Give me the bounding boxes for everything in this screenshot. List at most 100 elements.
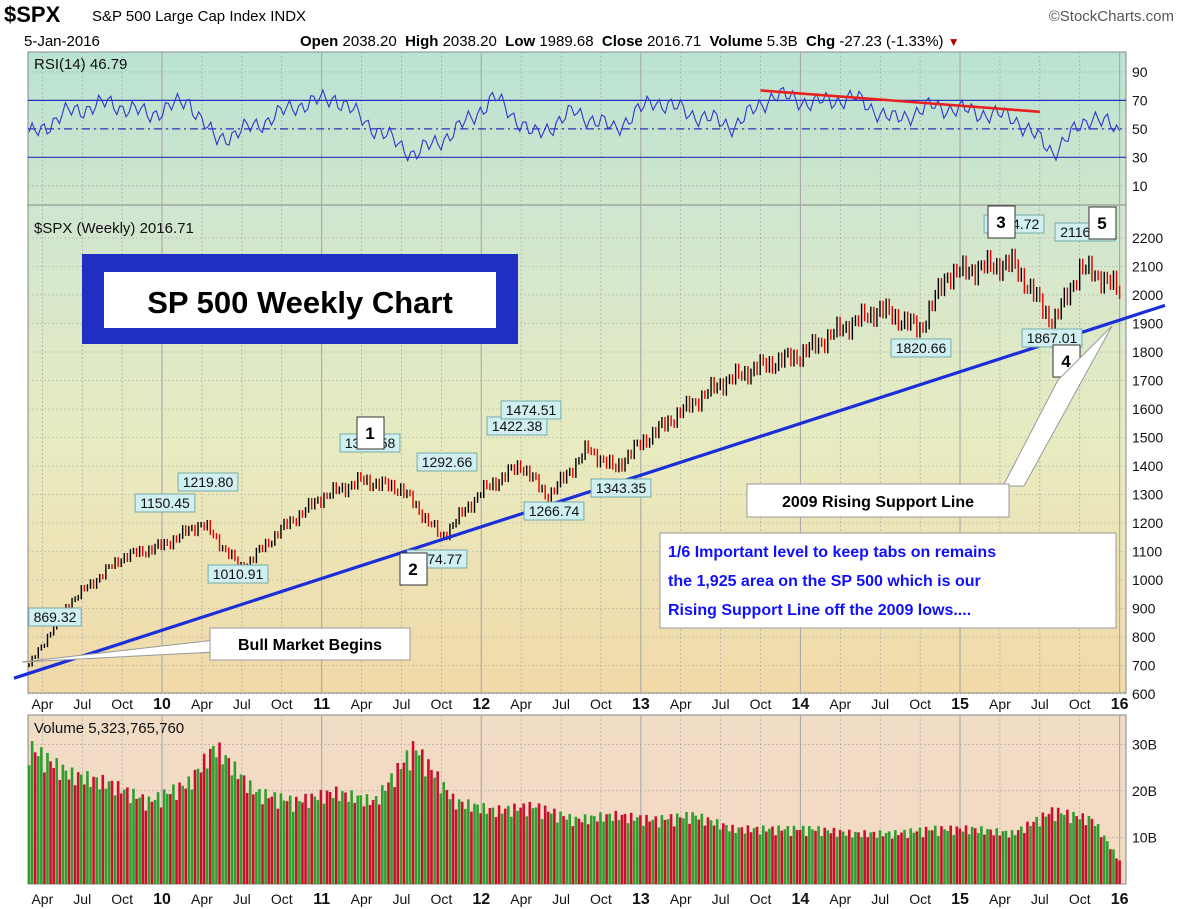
volume-bar <box>777 825 780 884</box>
note-line: Rising Support Line off the 2009 lows...… <box>668 602 971 619</box>
value-callout: 1422.38 <box>492 418 543 434</box>
volume-bar <box>393 787 396 884</box>
volume-bar <box>553 808 556 884</box>
volume-bar <box>768 828 771 884</box>
volume-bar <box>792 825 796 884</box>
volume-x-tick-label: Apr <box>191 891 213 907</box>
volume-bar <box>921 837 925 884</box>
x-tick-label: 11 <box>313 696 330 713</box>
volume-bar <box>101 774 105 884</box>
price-tick-label: 600 <box>1132 686 1156 702</box>
volume-bar <box>479 813 482 884</box>
volume-bar <box>374 796 378 884</box>
volume-bar <box>623 813 627 884</box>
volume-bar <box>706 817 710 884</box>
volume-bar <box>749 832 753 884</box>
volume-bar <box>467 799 470 884</box>
volume-bar <box>169 794 172 884</box>
volume-x-tick-label: 15 <box>951 891 969 908</box>
volume-bar <box>786 826 790 884</box>
volume-bar <box>958 828 962 884</box>
volume-bar <box>442 782 446 884</box>
volume-bar <box>242 775 246 884</box>
index-name: S&P 500 Large Cap Index INDX <box>92 8 306 25</box>
price-panel-label: $SPX (Weekly) 2016.71 <box>34 220 194 237</box>
value-callout: 1820.66 <box>896 340 947 356</box>
volume-bar <box>571 826 575 884</box>
volume-bar <box>817 826 820 884</box>
volume-bar <box>212 745 215 884</box>
value-callout: 1474.51 <box>506 402 557 418</box>
volume-bar <box>202 753 206 884</box>
volume-bar <box>1001 831 1005 884</box>
volume-bar <box>977 832 980 884</box>
volume-bar <box>365 794 369 884</box>
volume-bar <box>857 832 860 884</box>
value-callout: 869.32 <box>34 609 77 625</box>
value-callout-box <box>28 607 82 627</box>
volume-bar <box>725 825 728 884</box>
volume-bar <box>924 826 928 884</box>
bull-label-box <box>209 627 411 661</box>
quote-date: 5-Jan-2016 <box>24 33 100 50</box>
volume-x-tick-label: 12 <box>472 891 490 908</box>
volume-bar <box>166 793 169 884</box>
volume-bar <box>1016 830 1020 884</box>
x-tick-label: 14 <box>792 696 810 713</box>
volume-bar <box>952 835 956 884</box>
close-label: Close <box>601 33 643 50</box>
x-tick-label: Apr <box>510 696 532 712</box>
volume-bar <box>639 815 642 884</box>
volume-x-tick-label: Oct <box>271 891 293 907</box>
volume-bar <box>49 761 52 884</box>
ticker-symbol: $SPX <box>4 2 61 27</box>
x-tick-label: Oct <box>909 696 931 712</box>
volume-bar <box>743 833 747 884</box>
volume-bar <box>282 800 286 884</box>
volume-bar <box>295 796 298 884</box>
volume-x-tick-label: 10 <box>153 891 171 908</box>
volume-bar <box>430 769 433 884</box>
volume-bar <box>405 750 409 884</box>
volume-bar <box>602 821 605 884</box>
value-callout-box <box>416 452 478 472</box>
x-tick-label: Apr <box>829 696 851 712</box>
volume-bar <box>955 826 959 884</box>
volume-bar <box>371 799 375 884</box>
volume-bar <box>798 829 802 884</box>
volume-bar <box>703 825 707 884</box>
volume-x-tick-label: Apr <box>989 891 1011 907</box>
volume-bar <box>1023 833 1026 884</box>
volume-bar <box>1026 821 1029 884</box>
volume-bar <box>424 776 427 884</box>
volume-bar <box>30 741 34 884</box>
volume-bar <box>40 747 43 884</box>
volume-bar <box>116 781 120 884</box>
volume-bar <box>27 765 31 884</box>
volume-bar <box>463 808 467 884</box>
volume-tick-label: 10B <box>1132 829 1157 845</box>
volume-bar <box>562 816 565 884</box>
volume-bar <box>1118 860 1121 884</box>
volume-x-tick-label: Oct <box>750 891 772 907</box>
volume-bar <box>175 799 178 884</box>
rsi-tick-label: 30 <box>1132 149 1148 165</box>
volume-bar <box>758 834 762 884</box>
volume-bar <box>381 785 384 884</box>
value-callout: 1219.80 <box>183 474 234 490</box>
volume-bar <box>252 794 255 884</box>
value-callout-box <box>500 400 562 420</box>
volume-bar <box>513 803 516 884</box>
volume-bar <box>1115 858 1118 884</box>
volume-bar <box>150 801 154 884</box>
volume-bar <box>86 771 89 884</box>
volume-bar <box>414 750 418 884</box>
wave-label-box <box>356 416 385 450</box>
volume-bar <box>844 835 848 884</box>
volume-bar <box>83 784 86 884</box>
ohlc-row: Open 2038.20 High 2038.20 Low 1989.68 Cl… <box>300 33 960 50</box>
value-callout: 1343.35 <box>596 480 647 496</box>
volume-bar <box>144 810 148 884</box>
volume-bar <box>76 772 80 884</box>
x-tick-label: 12 <box>472 696 490 713</box>
